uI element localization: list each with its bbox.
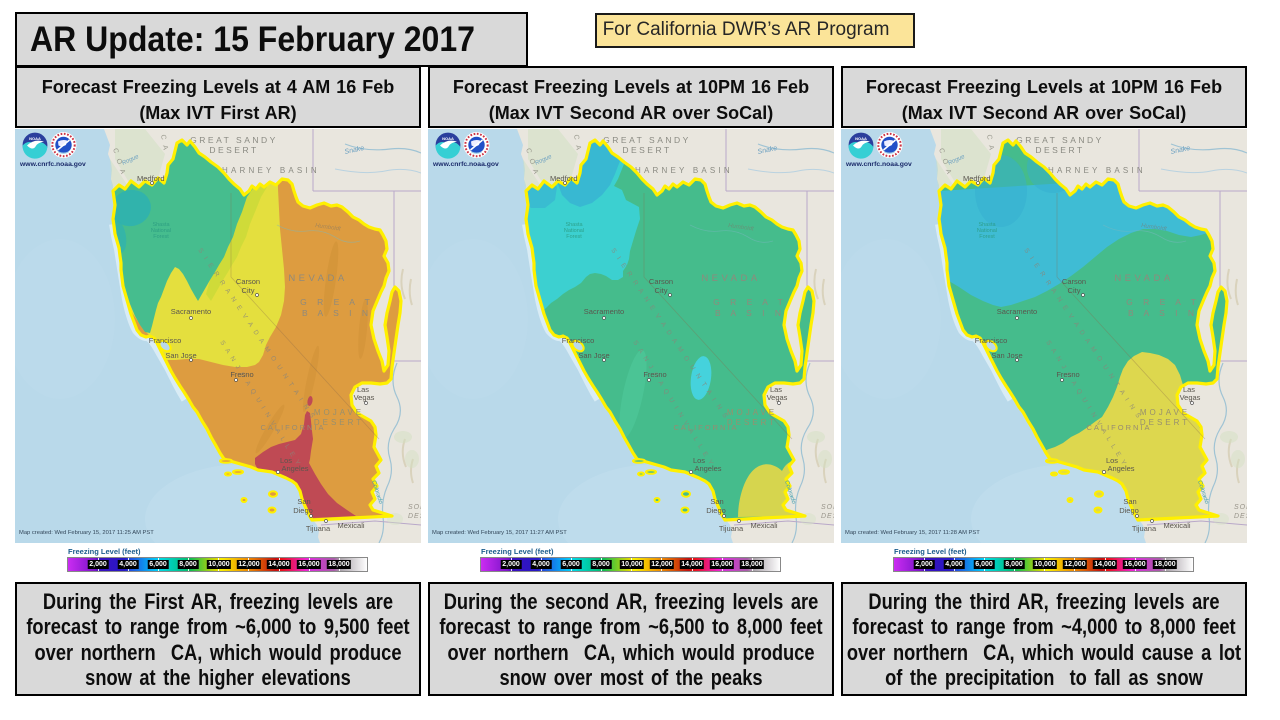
svg-text:Map created: Wed February 15,: Map created: Wed February 15, 2017 11:27… — [432, 530, 567, 536]
svg-text:Map created: Wed February 15,: Map created: Wed February 15, 2017 11:28… — [845, 530, 980, 536]
svg-text:Map created: Wed February 15,: Map created: Wed February 15, 2017 11:25… — [19, 530, 154, 536]
